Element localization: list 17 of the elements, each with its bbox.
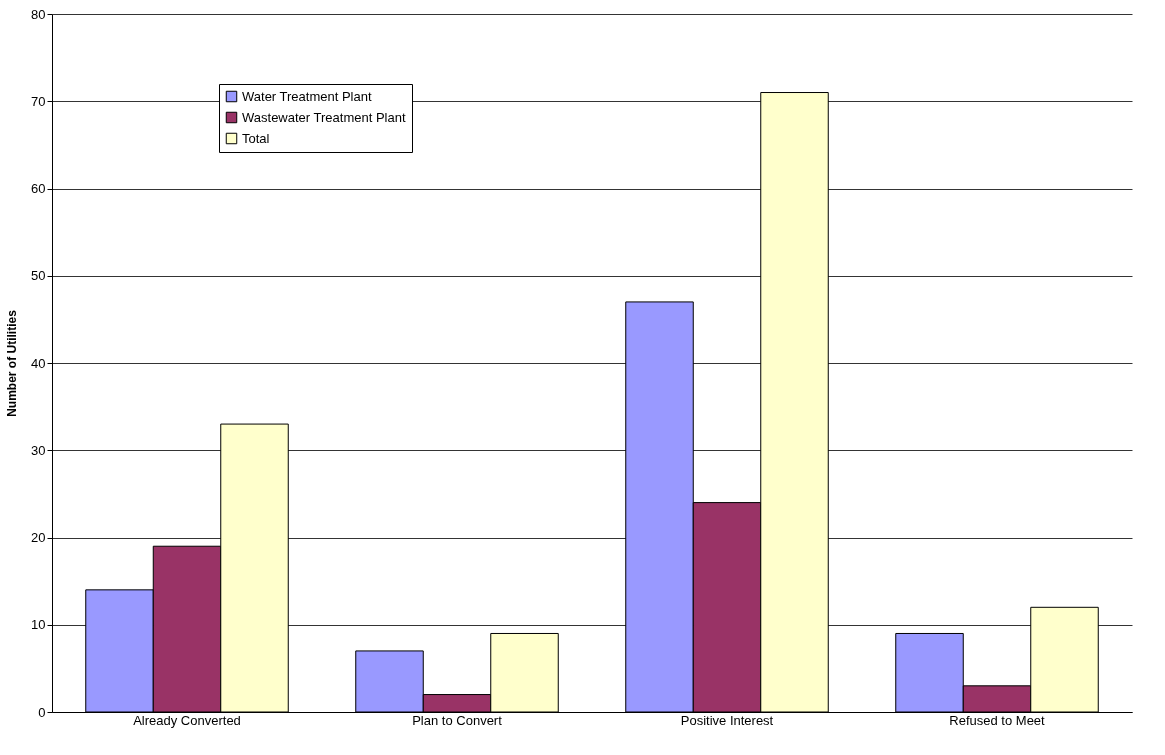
legend-label: Total — [242, 130, 270, 146]
legend-label: Wastewater Treatment Plant — [242, 109, 406, 125]
x-tick-label: Plan to Convert — [412, 712, 503, 728]
y-tick-label: 10 — [31, 617, 46, 633]
y-axis-title: Number of Utilities — [5, 309, 20, 417]
x-tick-label: Refused to Meet — [949, 712, 1046, 728]
y-tick-label: 40 — [31, 355, 46, 371]
x-tick-label: Positive Interest — [680, 712, 774, 728]
y-tick-label: 60 — [31, 181, 46, 196]
y-tick-label: 70 — [31, 93, 46, 109]
y-tick-label: 0 — [38, 704, 46, 720]
y-tick-label: 50 — [31, 268, 46, 284]
y-tick-label: 30 — [31, 442, 46, 458]
y-tick-label: 20 — [31, 530, 46, 545]
y-tick-label: 80 — [31, 6, 46, 22]
legend-label: Water Treatment Plant — [242, 88, 372, 104]
x-tick-label: Already Converted — [133, 712, 241, 728]
